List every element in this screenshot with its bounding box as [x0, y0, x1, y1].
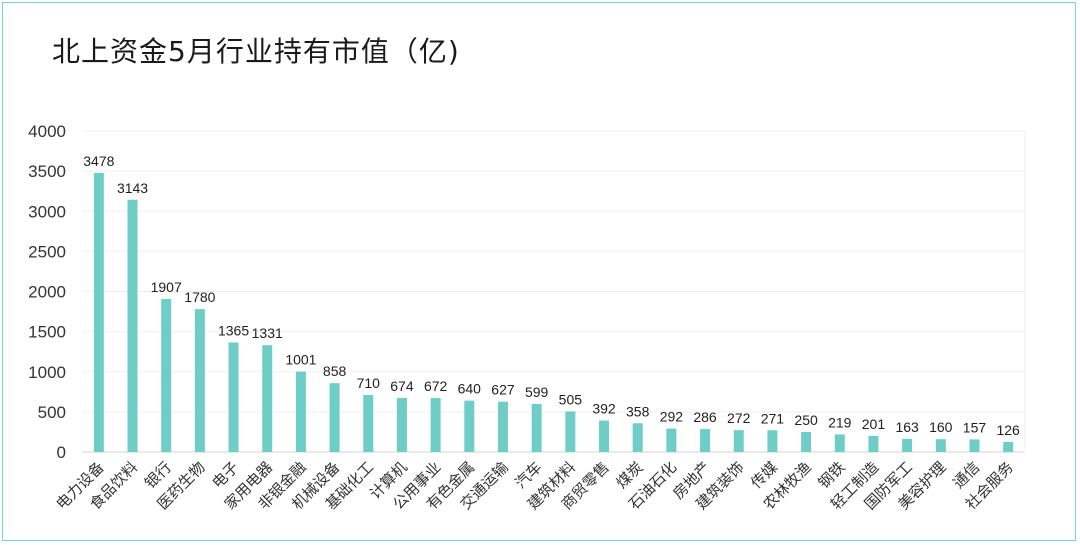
bar	[632, 423, 643, 452]
bar	[262, 345, 273, 452]
bar	[733, 430, 744, 452]
bar	[1003, 441, 1014, 452]
chart-title: 北上资金5月行业持有市值（亿)	[52, 35, 460, 68]
value-label: 599	[525, 384, 549, 400]
value-label: 674	[390, 378, 414, 394]
y-tick-label: 0	[57, 443, 66, 462]
bar	[93, 172, 104, 452]
bar	[565, 411, 576, 452]
value-label: 358	[626, 403, 650, 419]
y-tick-label: 2000	[28, 283, 66, 302]
bar	[700, 429, 711, 452]
value-label: 1331	[252, 325, 283, 341]
value-label: 157	[963, 419, 987, 435]
value-label: 710	[357, 375, 381, 391]
value-label: 201	[862, 416, 886, 432]
bar	[464, 400, 475, 452]
bar	[194, 309, 205, 452]
value-label: 505	[559, 391, 583, 407]
value-label: 858	[323, 363, 347, 379]
value-label: 1907	[151, 279, 182, 295]
bar	[295, 371, 306, 452]
bar	[228, 342, 239, 452]
value-label: 3478	[83, 153, 114, 169]
bar	[767, 430, 778, 452]
value-label: 250	[794, 412, 818, 428]
bar	[666, 428, 677, 452]
value-label: 3143	[117, 180, 148, 196]
bar	[834, 434, 845, 452]
value-label: 219	[828, 414, 852, 430]
value-label: 627	[491, 382, 515, 398]
bar	[363, 395, 374, 452]
bar	[801, 431, 812, 452]
value-label: 1780	[184, 289, 215, 305]
grid-lines	[82, 130, 1026, 453]
y-tick-label: 3500	[28, 162, 66, 181]
value-label: 271	[761, 410, 785, 426]
value-label: 292	[660, 409, 684, 425]
bar	[531, 403, 542, 452]
bar	[329, 383, 340, 452]
bar	[969, 439, 980, 452]
value-label: 640	[458, 381, 482, 397]
value-label: 286	[693, 409, 717, 425]
bar	[161, 298, 172, 452]
y-tick-label: 1000	[28, 363, 66, 382]
value-label: 672	[424, 378, 448, 394]
bar	[902, 438, 913, 452]
bar	[868, 435, 879, 452]
y-tick-label: 500	[38, 403, 66, 422]
value-label: 392	[592, 401, 616, 417]
value-label: 126	[996, 422, 1020, 438]
y-tick-label: 1500	[28, 323, 66, 342]
value-label: 272	[727, 410, 751, 426]
value-label: 1001	[285, 352, 316, 368]
y-tick-label: 2500	[28, 242, 66, 261]
value-label: 1365	[218, 322, 249, 338]
y-tick-label: 3000	[28, 202, 66, 221]
bar	[599, 420, 610, 452]
bar	[497, 401, 508, 452]
bar	[935, 439, 946, 452]
y-axis-ticks: 0 500 1000 1500 2000 2500 3000 3500 4000	[28, 122, 66, 462]
y-tick-label: 4000	[28, 122, 66, 141]
bar	[396, 397, 407, 452]
bar	[430, 398, 441, 452]
value-label: 163	[895, 419, 919, 435]
value-label: 160	[929, 419, 953, 435]
bar	[127, 199, 138, 452]
bars	[93, 172, 1014, 452]
